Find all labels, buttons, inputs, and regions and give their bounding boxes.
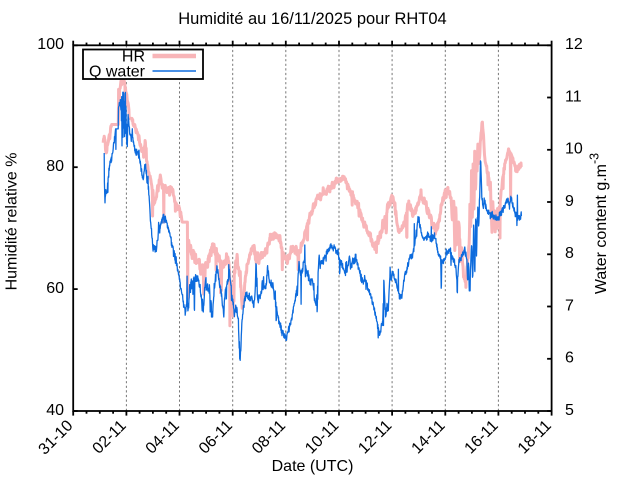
svg-text:Water content g.m-3: Water content g.m-3 bbox=[588, 153, 611, 294]
svg-text:6: 6 bbox=[565, 350, 574, 367]
svg-text:9: 9 bbox=[565, 193, 574, 210]
svg-text:80: 80 bbox=[46, 158, 64, 175]
svg-text:12: 12 bbox=[565, 36, 583, 53]
svg-text:5: 5 bbox=[565, 402, 574, 419]
svg-text:40: 40 bbox=[46, 402, 64, 419]
svg-text:HR: HR bbox=[122, 49, 145, 66]
svg-text:8: 8 bbox=[565, 245, 574, 262]
svg-text:7: 7 bbox=[565, 297, 574, 314]
svg-text:Date (UTC): Date (UTC) bbox=[272, 458, 354, 475]
svg-text:11: 11 bbox=[565, 88, 582, 105]
svg-text:Humidité relative %: Humidité relative % bbox=[4, 153, 21, 291]
svg-text:Q water: Q water bbox=[89, 64, 146, 81]
svg-text:Humidité au 16/11/2025 pour RH: Humidité au 16/11/2025 pour RHT04 bbox=[178, 10, 446, 28]
svg-text:100: 100 bbox=[37, 36, 64, 53]
svg-text:10: 10 bbox=[565, 141, 583, 158]
svg-text:60: 60 bbox=[46, 280, 64, 297]
